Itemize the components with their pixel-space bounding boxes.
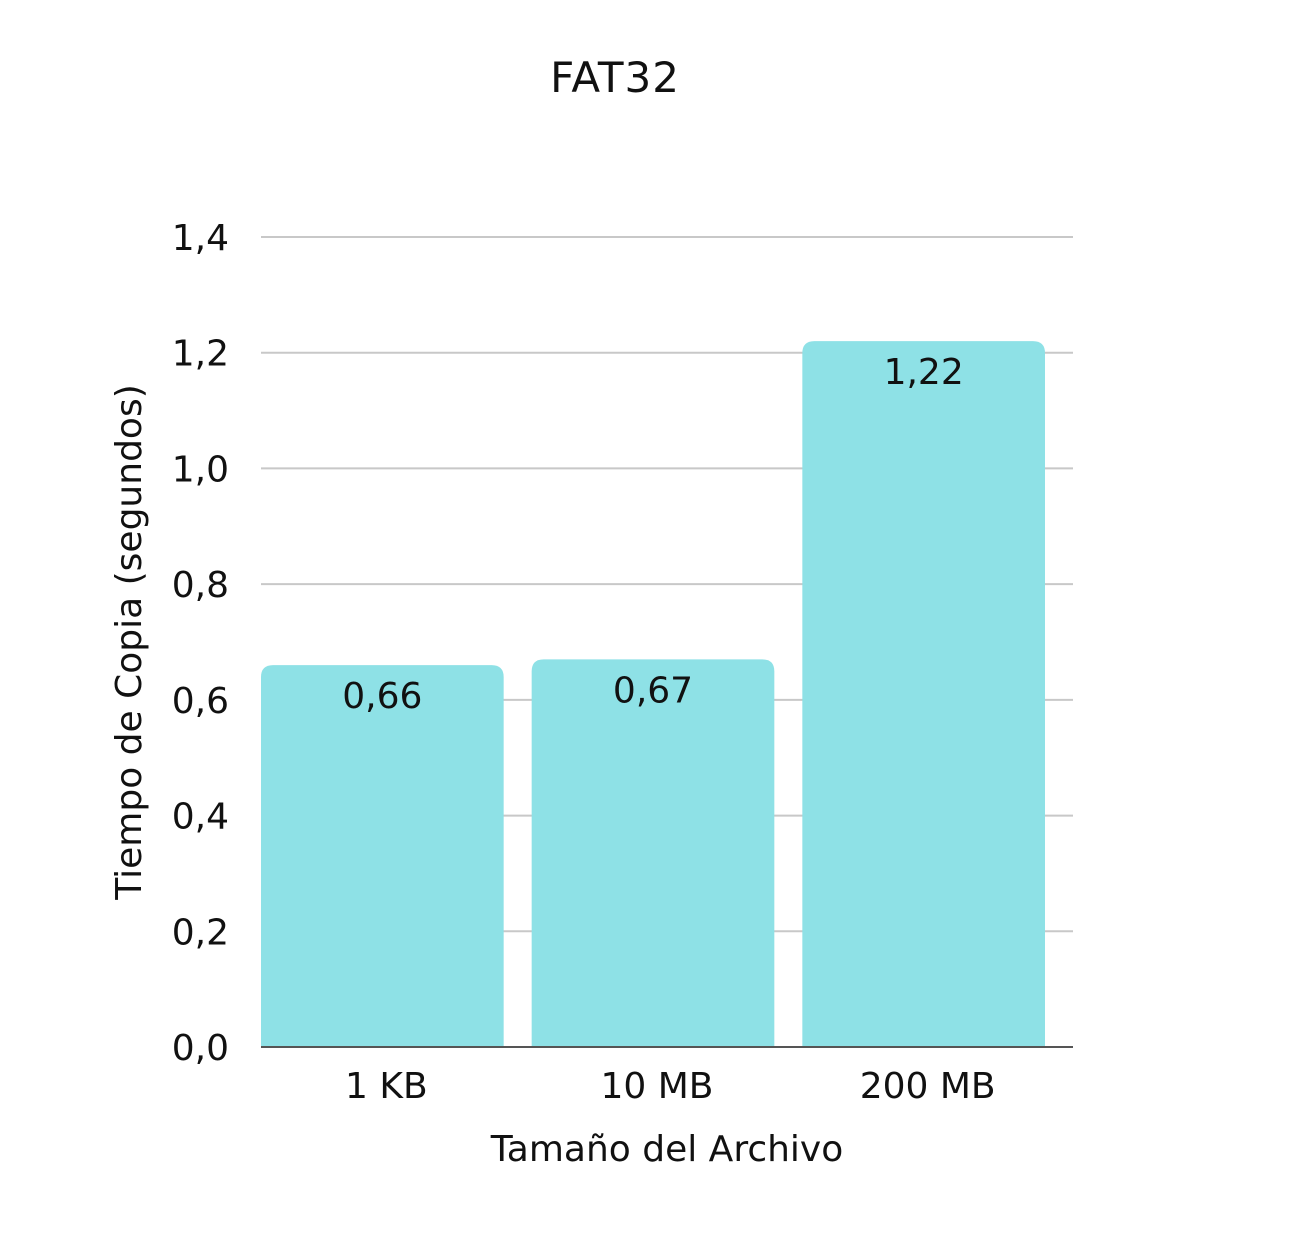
bar-1 [261,665,504,1047]
x-axis-label: Tamaño del Archivo [490,1129,844,1170]
chart-title: FAT32 [550,53,680,102]
data-label: 0,66 [342,676,422,717]
y-tick-label: 1,0 [172,449,229,490]
data-label: 0,67 [613,670,693,711]
y-tick-label: 1,4 [172,218,229,259]
x-tick-label: 200 MB [860,1066,996,1107]
bar-2 [531,659,775,1047]
y-axis-label: Tiempo de Copia (segundos) [109,384,150,901]
bars-layer [261,341,1045,1048]
y-tick-label: 0,6 [172,681,229,722]
labels-layer: 0,0 0,2 0,4 0,6 0,8 1,0 1,2 1,4 0,66 1 KB 0,67 10 M… [172,218,996,1107]
y-tick-label: 0,4 [172,797,229,838]
y-tick-label: 0,0 [172,1028,229,1069]
y-tick-label: 0,2 [172,912,229,953]
data-label: 1,22 [884,352,964,393]
y-tick-label: 0,8 [172,565,229,606]
x-tick-label: 10 MB [600,1066,713,1107]
x-tick-label: 1 KB [345,1066,428,1107]
bar-3 [802,341,1045,1048]
y-tick-label: 1,2 [172,334,229,375]
